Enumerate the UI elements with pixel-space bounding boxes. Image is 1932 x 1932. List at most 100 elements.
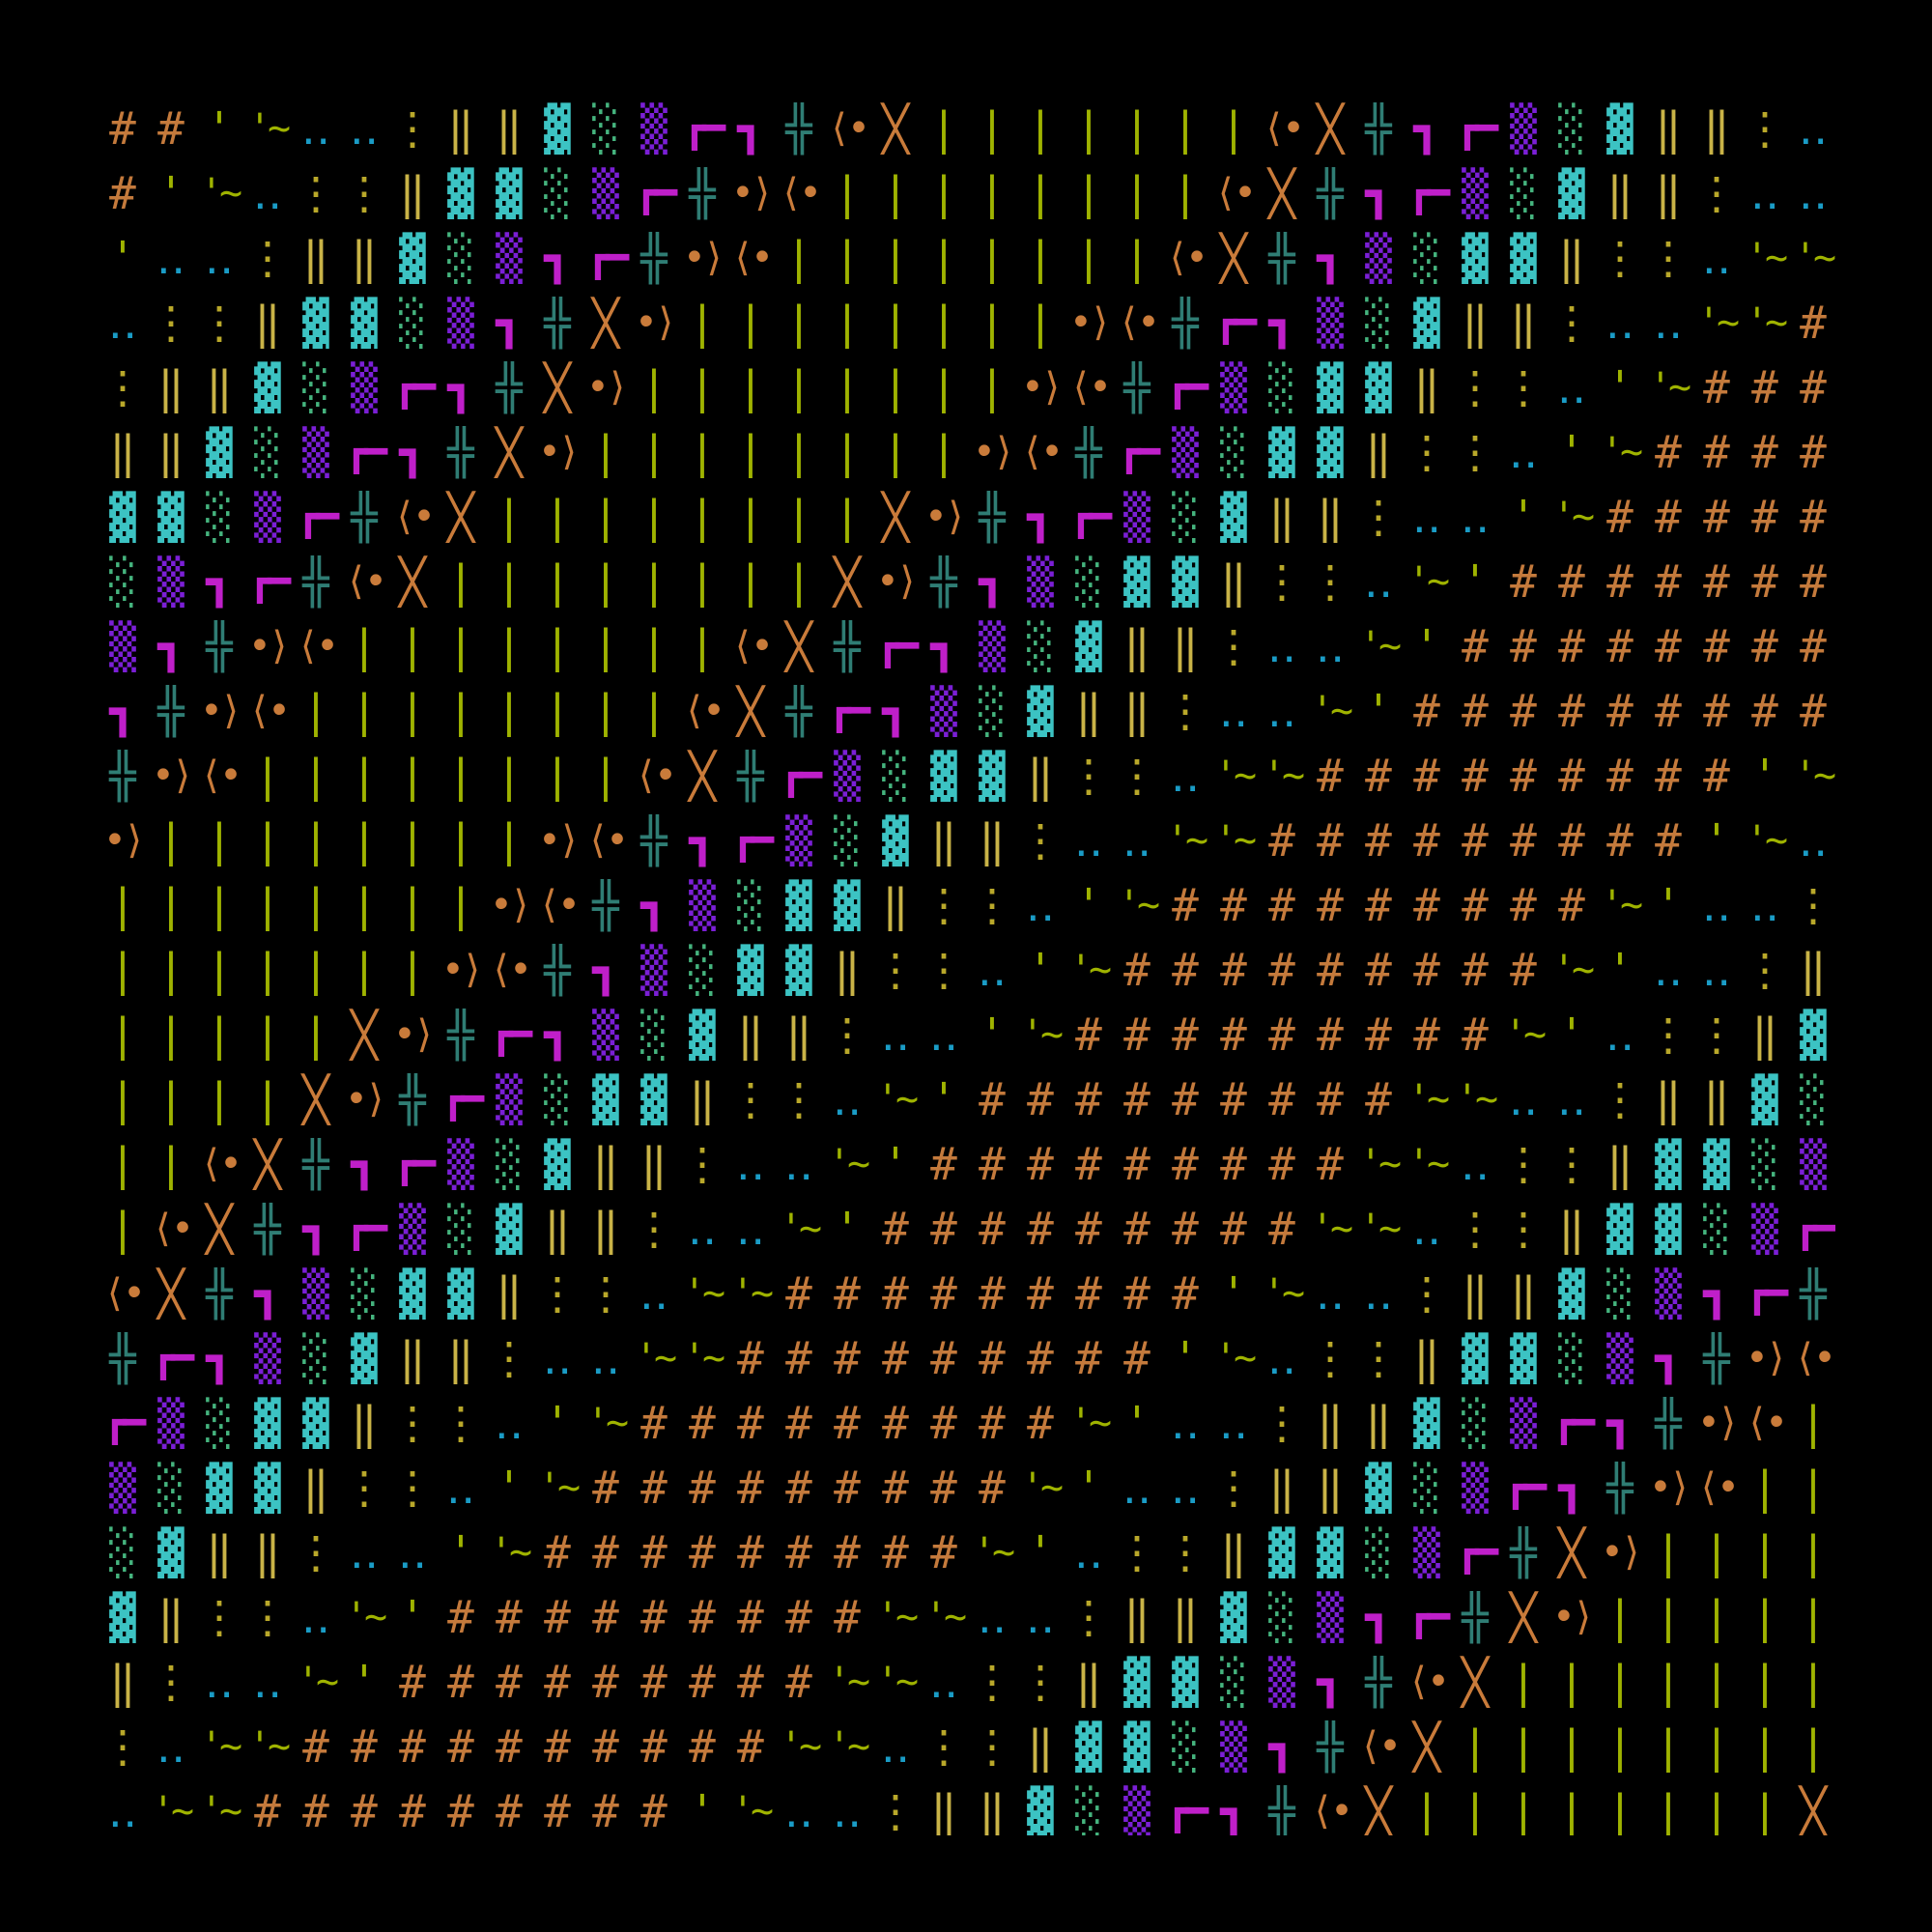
glyph-cell-bar: |: [1606, 1785, 1634, 1835]
glyph-cell-box-corner: ┏━: [730, 818, 774, 863]
glyph-cell-hash: #: [1413, 1009, 1440, 1061]
glyph-cell-med-shade: ▒: [399, 1203, 426, 1255]
glyph-cell-hash: #: [1462, 685, 1489, 737]
glyph-cell-vdots: ⋮: [922, 944, 966, 996]
glyph-cell-dark-shade: ▓: [157, 1526, 185, 1578]
glyph-cell-tilde: '~: [1600, 883, 1643, 927]
glyph-cell-hash: #: [1462, 1009, 1489, 1061]
glyph-cell-vdots: ⋮: [245, 232, 290, 284]
glyph-cell-box-corner: ┏━: [1068, 495, 1112, 539]
glyph-cell-cross: ╬: [930, 555, 957, 608]
glyph-cell-hash: #: [1655, 491, 1682, 543]
glyph-cell-hash: #: [882, 1267, 909, 1320]
glyph-cell-two-dots: ‥: [735, 1203, 766, 1255]
glyph-cell-hash: #: [1220, 879, 1247, 931]
glyph-cell-cross: ╬: [254, 1203, 281, 1255]
glyph-cell-med-shade: ▒: [640, 102, 668, 155]
glyph-cell-dark-shade: ▓: [1558, 167, 1585, 219]
glyph-cell-vdots: ⋮: [1694, 167, 1739, 219]
glyph-cell-diamond: •⟩: [102, 818, 146, 863]
glyph-cell-bar: |: [785, 297, 812, 349]
glyph-cell-hash: #: [1365, 1009, 1392, 1061]
glyph-cell-hash: #: [1413, 814, 1440, 867]
glyph-cell-vdots: ⋮: [1694, 1009, 1739, 1061]
glyph-cell-diamond: ╳: [592, 297, 619, 349]
glyph-cell-diamond: •⟩: [344, 1077, 387, 1122]
glyph-cell-tilde: '~: [875, 1660, 919, 1704]
glyph-cell-vdots: ⋮: [149, 1656, 193, 1708]
glyph-cell-light-shade: ░: [1413, 232, 1440, 284]
glyph-cell-dark-shade: ▓: [1510, 232, 1537, 284]
glyph-cell-bar: |: [1123, 232, 1151, 284]
glyph-cell-hash: #: [1268, 1073, 1295, 1125]
glyph-cell-hash: #: [1075, 1073, 1102, 1125]
glyph-cell-hash: #: [1462, 814, 1489, 867]
glyph-cell-hash: #: [1800, 426, 1827, 478]
glyph-cell-dark-shade: ▓: [1365, 1462, 1392, 1514]
glyph-cell-light-shade: ░: [351, 1267, 378, 1320]
glyph-cell-hash: #: [1655, 814, 1682, 867]
glyph-cell-bar: |: [640, 361, 668, 413]
glyph-cell-vdots: ⋮: [197, 1591, 242, 1643]
glyph-cell-bar: |: [1751, 1462, 1778, 1514]
glyph-cell-diamond: ⟨•: [102, 1271, 146, 1316]
glyph-cell-med-shade: ▒: [1220, 1720, 1247, 1773]
glyph-cell-tilde: ': [157, 167, 185, 219]
glyph-cell-med-shade: ▒: [254, 1332, 281, 1384]
glyph-cell-hash: #: [785, 1591, 812, 1643]
glyph-cell-dark-shade: ▓: [1655, 1203, 1682, 1255]
glyph-cell-light-shade: ░: [1268, 361, 1295, 413]
glyph-cell-light-shade: ░: [1558, 1332, 1585, 1384]
glyph-cell-hash: #: [1317, 1138, 1344, 1190]
glyph-cell-double-bar: ‖: [592, 1203, 619, 1255]
glyph-cell-double-bar: ‖: [1365, 1397, 1392, 1449]
glyph-cell-cross: ╬: [157, 685, 185, 737]
glyph-cell-dark-shade: ▓: [351, 297, 378, 349]
glyph-cell-two-dots: ‥: [1315, 620, 1346, 672]
glyph-cell-two-dots: ‥: [1266, 620, 1297, 672]
glyph-cell-cross: ╬: [109, 750, 136, 802]
glyph-cell-hash: #: [1413, 685, 1440, 737]
glyph-cell-vdots: ⋮: [1018, 814, 1063, 867]
glyph-cell-hash: #: [1123, 1267, 1151, 1320]
glyph-cell-hash: #: [1268, 1203, 1295, 1255]
glyph-cell-double-bar: ‖: [1462, 297, 1489, 349]
glyph-cell-med-shade: ▒: [1317, 297, 1344, 349]
glyph-cell-double-bar: ‖: [254, 1526, 281, 1578]
glyph-cell-diamond: ⟨•: [344, 559, 387, 604]
glyph-cell-two-dots: ‥: [1073, 814, 1104, 867]
glyph-cell-med-shade: ▒: [109, 620, 136, 672]
glyph-cell-cross: ╬: [689, 167, 716, 219]
glyph-cell-vdots: ⋮: [100, 361, 145, 413]
glyph-cell-cross: ╬: [640, 232, 668, 284]
glyph-cell-hash: #: [1751, 361, 1778, 413]
glyph-cell-med-shade: ▒: [1123, 1785, 1151, 1835]
glyph-cell-tilde: '~: [1648, 365, 1691, 410]
glyph-cell-box-corner: ┏━: [247, 559, 291, 604]
glyph-cell-diamond: ⟨•: [489, 948, 532, 992]
glyph-cell-double-bar: ‖: [930, 1785, 957, 1835]
glyph-cell-hash: #: [1655, 555, 1682, 608]
glyph-cell-vdots: ⋮: [970, 1720, 1014, 1773]
glyph-cell-dark-shade: ▓: [157, 491, 185, 543]
glyph-cell-diamond: •⟩: [1745, 1336, 1788, 1380]
glyph-cell-hash: #: [930, 1267, 957, 1320]
glyph-cell-vdots: ⋮: [100, 1720, 145, 1773]
glyph-cell-hash: #: [1317, 879, 1344, 931]
glyph-cell-bar: |: [882, 167, 909, 219]
glyph-cell-hash: #: [1751, 620, 1778, 672]
glyph-cell-two-dots: ‥: [1798, 814, 1829, 867]
glyph-cell-hash: #: [1703, 555, 1730, 608]
glyph-cell-vdots: ⋮: [294, 167, 338, 219]
glyph-cell-tilde: ': [1462, 555, 1489, 608]
glyph-cell-bar: |: [592, 620, 619, 672]
glyph-cell-vdots: ⋮: [728, 1073, 773, 1125]
glyph-cell-bar: |: [1510, 1785, 1537, 1835]
glyph-cell-bar: |: [157, 1009, 185, 1061]
glyph-cell-med-shade: ▒: [1317, 1591, 1344, 1643]
glyph-cell-double-bar: ‖: [351, 232, 378, 284]
glyph-cell-bar: |: [1027, 102, 1054, 155]
glyph-cell-dark-shade: ▓: [1172, 1656, 1199, 1708]
glyph-cell-hash: #: [930, 1203, 957, 1255]
glyph-cell-hash: #: [1123, 1203, 1151, 1255]
